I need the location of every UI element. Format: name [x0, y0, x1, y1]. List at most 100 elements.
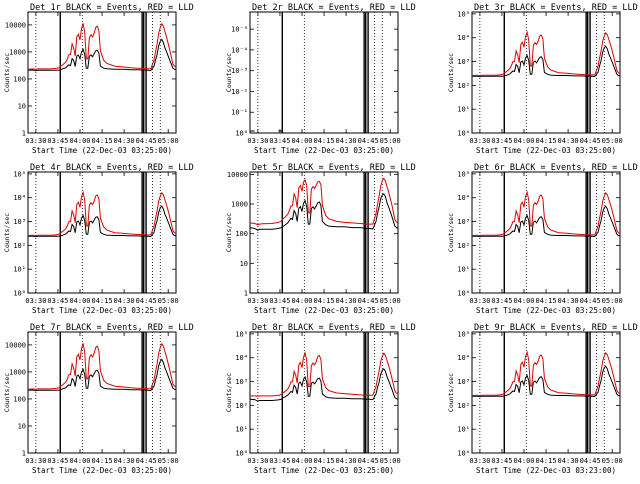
- x-tick-label: 05:00: [380, 297, 401, 305]
- chart-panel-4: Det 4r BLACK = Events, RED = LLD 03:30 03:…: [3, 163, 194, 315]
- x-tick-label: 04:00: [513, 137, 534, 145]
- y-tick-label: 10⁰: [457, 450, 470, 458]
- series-line-lld: [250, 350, 399, 397]
- y-tick-label: 10⁻¹: [231, 109, 248, 117]
- chart-title: Det 3r BLACK = Events, RED = LLD: [474, 3, 638, 13]
- x-tick-label: 04:45: [358, 137, 379, 145]
- series-line-lld: [249, 177, 399, 226]
- x-tick-label: 04:30: [114, 457, 135, 465]
- x-axis-label: Start Time (22-Dec-03 03:25:00): [32, 306, 172, 315]
- y-axis-label: Counts/sec: [447, 213, 455, 252]
- x-tick-label: 04:45: [580, 137, 601, 145]
- y-tick-label: 10⁵: [457, 10, 470, 18]
- y-tick-label: 100: [235, 230, 248, 238]
- y-tick-label: 10²: [235, 402, 248, 410]
- x-tick-label: 03:45: [47, 137, 68, 145]
- x-tick-label: 04:15: [536, 137, 557, 145]
- y-tick-label: 10⁰: [235, 450, 248, 458]
- y-tick-label: 10³: [457, 58, 470, 66]
- y-tick-label: 10²: [13, 242, 26, 250]
- x-tick-label: 04:00: [291, 297, 312, 305]
- y-tick-label: 10³: [235, 378, 248, 386]
- x-tick-label: 04:00: [69, 297, 90, 305]
- series-line-events: [471, 365, 621, 398]
- series-line-events: [471, 205, 621, 238]
- series-line-events: [27, 38, 177, 72]
- x-tick-label: 03:30: [247, 457, 268, 465]
- x-tick-label: 05:00: [158, 297, 179, 305]
- y-tick-label: 100: [13, 395, 26, 403]
- chart-panel-9: Det 9r BLACK = Events, RED = LLD 03:30 03:…: [447, 323, 638, 475]
- y-tick-label: 10¹: [457, 426, 470, 434]
- y-tick-label: 1: [22, 130, 26, 138]
- x-tick-label: 04:15: [536, 457, 557, 465]
- y-tick-label: 10³: [13, 218, 26, 226]
- chart-panel-7: Det 7r BLACK = Events, RED = LLD 03:30 03:…: [3, 323, 194, 475]
- series-line-events: [27, 205, 177, 238]
- x-tick-label: 03:45: [269, 137, 290, 145]
- chart-title: Det 9r BLACK = Events, RED = LLD: [474, 323, 638, 333]
- plot-frame: [249, 11, 399, 134]
- series-line-events: [249, 193, 399, 231]
- y-tick-label: 10⁴: [457, 34, 470, 42]
- plot-frame: [27, 11, 177, 134]
- x-tick-label: 04:30: [336, 457, 357, 465]
- x-tick-label: 04:15: [92, 137, 113, 145]
- x-tick-label: 03:45: [269, 297, 290, 305]
- y-tick-label: 10²: [457, 402, 470, 410]
- series-line-lld: [471, 190, 621, 237]
- x-axis-label: Start Time (22-Dec-03 03:25:00): [254, 466, 394, 475]
- x-tick-label: 05:00: [380, 457, 401, 465]
- chart-panel-2: Det 2r BLACK = Events, RED = LLD 03:30 03:…: [225, 3, 416, 155]
- y-tick-label: 10000: [227, 171, 248, 179]
- x-tick-label: 05:00: [380, 137, 401, 145]
- chart-panel-6: Det 6r BLACK = Events, RED = LLD 03:30 03:…: [447, 163, 638, 315]
- y-tick-label: 10⁰: [13, 290, 26, 298]
- series-line-events: [471, 45, 621, 78]
- series-line-lld: [27, 22, 177, 70]
- y-tick-label: 10²: [457, 242, 470, 250]
- y-tick-label: 10⁰: [235, 130, 248, 138]
- y-tick-label: 10⁵: [235, 330, 248, 338]
- x-tick-label: 04:45: [580, 457, 601, 465]
- y-tick-label: 10⁰: [457, 130, 470, 138]
- series-line-lld: [471, 30, 621, 77]
- y-tick-label: 10⁴: [13, 194, 26, 202]
- y-tick-label: 10: [240, 260, 248, 268]
- x-tick-label: 04:45: [136, 297, 157, 305]
- x-tick-label: 04:30: [336, 297, 357, 305]
- x-tick-label: 04:00: [513, 297, 534, 305]
- x-tick-label: 04:30: [558, 137, 579, 145]
- y-tick-label: 1000: [231, 201, 248, 209]
- y-tick-label: 10⁵: [13, 170, 26, 178]
- x-tick-label: 04:30: [114, 137, 135, 145]
- y-tick-label: 10³: [457, 378, 470, 386]
- y-tick-label: 1000: [9, 368, 26, 376]
- y-tick-label: 10⁵: [457, 170, 470, 178]
- x-tick-label: 03:45: [491, 457, 512, 465]
- chart-title: Det 4r BLACK = Events, RED = LLD: [30, 163, 194, 173]
- chart-panel-1: Det 1r BLACK = Events, RED = LLD 03:30 03:…: [3, 3, 194, 155]
- x-tick-label: 05:00: [158, 137, 179, 145]
- y-tick-label: 10¹: [13, 266, 26, 274]
- x-tick-label: 04:00: [513, 457, 534, 465]
- chart-title: Det 2r BLACK = Events, RED = LLD: [252, 3, 416, 13]
- y-tick-label: 10³: [457, 218, 470, 226]
- x-tick-label: 04:00: [69, 457, 90, 465]
- y-axis-label: Counts/sec: [3, 373, 11, 412]
- y-axis-label: Counts/sec: [3, 213, 11, 252]
- x-tick-label: 03:30: [25, 137, 46, 145]
- chart-title: Det 7r BLACK = Events, RED = LLD: [30, 323, 194, 333]
- x-tick-label: 03:30: [25, 297, 46, 305]
- x-tick-label: 05:00: [602, 297, 623, 305]
- series-line-events: [249, 368, 399, 402]
- x-tick-label: 03:45: [47, 297, 68, 305]
- y-axis-label: Counts/sec: [447, 53, 455, 92]
- x-tick-label: 04:45: [580, 297, 601, 305]
- y-tick-label: 1: [244, 290, 248, 298]
- y-tick-label: 10: [18, 422, 26, 430]
- x-tick-label: 04:45: [136, 137, 157, 145]
- series-line-lld: [27, 342, 177, 390]
- plot-frame: [249, 331, 399, 454]
- y-tick-label: 10⁻³: [231, 67, 248, 75]
